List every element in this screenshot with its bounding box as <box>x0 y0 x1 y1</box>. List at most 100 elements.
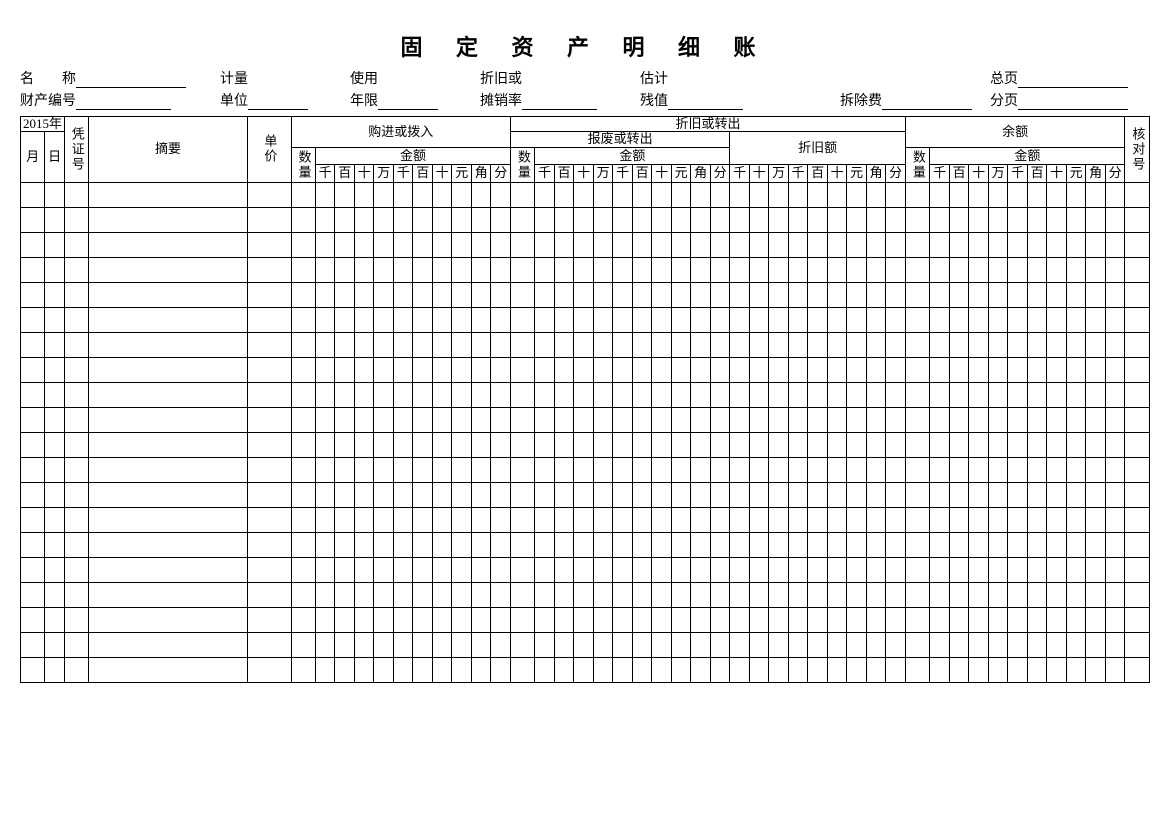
cell[interactable] <box>769 357 789 382</box>
cell[interactable] <box>1047 532 1067 557</box>
cell[interactable] <box>1125 307 1150 332</box>
cell[interactable] <box>1125 432 1150 457</box>
cell[interactable] <box>969 357 989 382</box>
cell[interactable] <box>21 332 45 357</box>
cell[interactable] <box>471 582 491 607</box>
cell[interactable] <box>374 307 394 332</box>
cell[interactable] <box>21 507 45 532</box>
cell[interactable] <box>432 507 452 532</box>
cell[interactable] <box>847 432 867 457</box>
cell[interactable] <box>1086 457 1106 482</box>
cell[interactable] <box>574 307 594 332</box>
cell[interactable] <box>988 357 1008 382</box>
cell[interactable] <box>1027 382 1047 407</box>
cell[interactable] <box>632 182 652 207</box>
cell[interactable] <box>374 482 394 507</box>
cell[interactable] <box>593 632 613 657</box>
cell[interactable] <box>393 607 413 632</box>
cell[interactable] <box>64 657 88 682</box>
cell[interactable] <box>21 232 45 257</box>
cell[interactable] <box>1047 282 1067 307</box>
cell[interactable] <box>886 482 906 507</box>
cell[interactable] <box>710 457 730 482</box>
cell[interactable] <box>749 657 769 682</box>
cell[interactable] <box>511 482 535 507</box>
cell[interactable] <box>730 257 750 282</box>
cell[interactable] <box>1008 607 1028 632</box>
cell[interactable] <box>45 182 65 207</box>
cell[interactable] <box>905 482 929 507</box>
cell[interactable] <box>491 582 511 607</box>
cell[interactable] <box>969 207 989 232</box>
cell[interactable] <box>769 182 789 207</box>
cell[interactable] <box>808 282 828 307</box>
cell[interactable] <box>335 257 355 282</box>
cell[interactable] <box>89 207 247 232</box>
cell[interactable] <box>413 407 433 432</box>
cell[interactable] <box>393 357 413 382</box>
cell[interactable] <box>511 407 535 432</box>
cell[interactable] <box>452 182 472 207</box>
cell[interactable] <box>949 207 969 232</box>
cell[interactable] <box>511 457 535 482</box>
cell[interactable] <box>613 457 633 482</box>
cell[interactable] <box>64 232 88 257</box>
cell[interactable] <box>593 532 613 557</box>
cell[interactable] <box>969 582 989 607</box>
cell[interactable] <box>652 507 672 532</box>
cell[interactable] <box>315 582 335 607</box>
cell[interactable] <box>315 282 335 307</box>
cell[interactable] <box>886 232 906 257</box>
cell[interactable] <box>710 282 730 307</box>
cell[interactable] <box>21 407 45 432</box>
cell[interactable] <box>949 532 969 557</box>
cell[interactable] <box>247 507 291 532</box>
cell[interactable] <box>788 207 808 232</box>
cell[interactable] <box>247 257 291 282</box>
cell[interactable] <box>613 307 633 332</box>
cell[interactable] <box>847 182 867 207</box>
cell[interactable] <box>393 207 413 232</box>
cell[interactable] <box>632 407 652 432</box>
cell[interactable] <box>291 357 315 382</box>
cell[interactable] <box>969 407 989 432</box>
cell[interactable] <box>89 282 247 307</box>
cell[interactable] <box>1066 332 1086 357</box>
cell[interactable] <box>1047 332 1067 357</box>
cell[interactable] <box>808 457 828 482</box>
cell[interactable] <box>1105 432 1125 457</box>
cell[interactable] <box>315 657 335 682</box>
cell[interactable] <box>788 182 808 207</box>
cell[interactable] <box>691 507 711 532</box>
cell[interactable] <box>89 657 247 682</box>
cell[interactable] <box>988 332 1008 357</box>
cell[interactable] <box>671 632 691 657</box>
cell[interactable] <box>1027 557 1047 582</box>
cell[interactable] <box>613 257 633 282</box>
cell[interactable] <box>535 407 555 432</box>
cell[interactable] <box>632 307 652 332</box>
cell[interactable] <box>1066 207 1086 232</box>
cell[interactable] <box>432 532 452 557</box>
cell[interactable] <box>64 607 88 632</box>
cell[interactable] <box>949 657 969 682</box>
cell[interactable] <box>710 482 730 507</box>
cell[interactable] <box>574 257 594 282</box>
cell[interactable] <box>247 407 291 432</box>
meta-subpage-blank[interactable] <box>1018 93 1128 110</box>
cell[interactable] <box>45 632 65 657</box>
cell[interactable] <box>413 182 433 207</box>
cell[interactable] <box>393 457 413 482</box>
cell[interactable] <box>413 607 433 632</box>
cell[interactable] <box>1086 182 1106 207</box>
cell[interactable] <box>613 632 633 657</box>
cell[interactable] <box>354 482 374 507</box>
cell[interactable] <box>930 657 950 682</box>
cell[interactable] <box>354 507 374 532</box>
cell[interactable] <box>988 432 1008 457</box>
cell[interactable] <box>1086 407 1106 432</box>
cell[interactable] <box>354 582 374 607</box>
cell[interactable] <box>905 557 929 582</box>
cell[interactable] <box>413 257 433 282</box>
cell[interactable] <box>886 332 906 357</box>
